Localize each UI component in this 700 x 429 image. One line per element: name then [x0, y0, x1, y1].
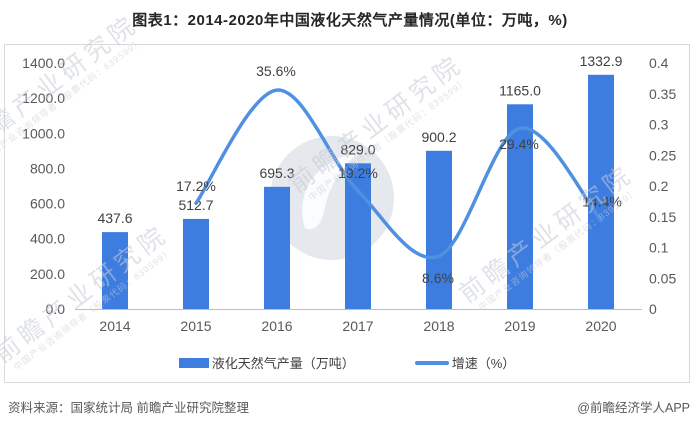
right-axis-tick: 0.25	[649, 147, 676, 163]
source-note: 资料来源：国家统计局 前瞻产业研究院整理	[8, 401, 249, 415]
x-axis-label-2015: 2015	[180, 318, 211, 334]
right-axis-tick: 0.35	[649, 86, 676, 102]
bar-label-2020: 1332.9	[580, 53, 623, 69]
left-axis-tick: 0.0	[46, 301, 66, 317]
legend-bar-swatch-icon	[178, 357, 209, 368]
right-axis-tick: 0.2	[649, 178, 669, 194]
bar-label-2014: 437.6	[97, 210, 132, 226]
bar-2016	[264, 186, 290, 309]
x-axis-label-2018: 2018	[423, 318, 454, 334]
line-label-2019: 29.4%	[499, 136, 539, 152]
bar-label-2019: 1165.0	[499, 82, 541, 98]
legend-line-swatch-icon	[414, 360, 449, 365]
chart-title: 图表1：2014-2020年中国液化天然气产量情况(单位：万吨，%)	[132, 12, 568, 29]
bar-label-2017: 829.0	[340, 141, 375, 157]
line-label-2020: 14.4%	[582, 193, 622, 209]
bar-label-2018: 900.2	[421, 129, 456, 145]
bar-2015	[183, 218, 209, 309]
plot: 0.0 200.0 400.0 600.0 800.0 1000.0 1200.0 1400.…	[22, 53, 676, 334]
left-axis-tick: 200.0	[30, 266, 65, 282]
legend-label-growth: 增速（%）	[451, 356, 516, 371]
left-axis-tick: 1400.0	[22, 55, 65, 71]
chart-area: 0.0 200.0 400.0 600.0 800.0 1000.0 1200.0 1400.…	[0, 10, 690, 383]
legend-item-production: 液化天然气产量（万吨）	[178, 353, 355, 372]
bar-2020	[588, 74, 614, 309]
x-axis-label-2017: 2017	[342, 318, 373, 334]
footer: 资料来源：国家统计局 前瞻产业研究院整理 @前瞻经济学人APP	[8, 397, 690, 416]
line-label-2016: 35.6%	[256, 63, 296, 79]
left-axis-tick: 400.0	[30, 231, 65, 247]
left-axis-tick: 1200.0	[22, 90, 65, 106]
left-axis-tick: 800.0	[30, 160, 65, 176]
right-axis-tick: 0.15	[649, 209, 676, 225]
left-axis-tick: 1000.0	[22, 125, 65, 141]
x-axis-label-2016: 2016	[261, 318, 292, 334]
line-label-2018: 8.6%	[422, 270, 454, 286]
x-axis-label-2014: 2014	[99, 318, 130, 334]
growth-line	[194, 88, 603, 260]
right-axis-tick: 0	[649, 301, 657, 317]
right-axis-tick: 0.1	[649, 240, 669, 256]
right-axis-tick: 0.05	[649, 270, 676, 286]
legend: 液化天然气产量（万吨） 增速（%）	[5, 353, 689, 372]
x-axis-label-2020: 2020	[585, 318, 616, 334]
left-axis-tick: 600.0	[30, 196, 65, 212]
x-axis-label-2019: 2019	[504, 318, 535, 334]
credit-note: @前瞻经济学人APP	[577, 401, 690, 415]
legend-item-growth: 增速（%）	[414, 353, 516, 372]
legend-label-production: 液化天然气产量（万吨）	[211, 356, 355, 371]
bar-2019	[507, 104, 533, 309]
line-label-2017: 19.2%	[338, 165, 378, 181]
bar-2018	[426, 150, 452, 309]
bar-2017	[345, 163, 371, 309]
right-axis-tick: 0.3	[649, 117, 669, 133]
bar-2014	[102, 232, 128, 309]
bar-label-2016: 695.3	[259, 165, 294, 181]
line-label-2015: 17.2%	[176, 178, 216, 194]
right-axis-tick: 0.4	[649, 55, 669, 71]
